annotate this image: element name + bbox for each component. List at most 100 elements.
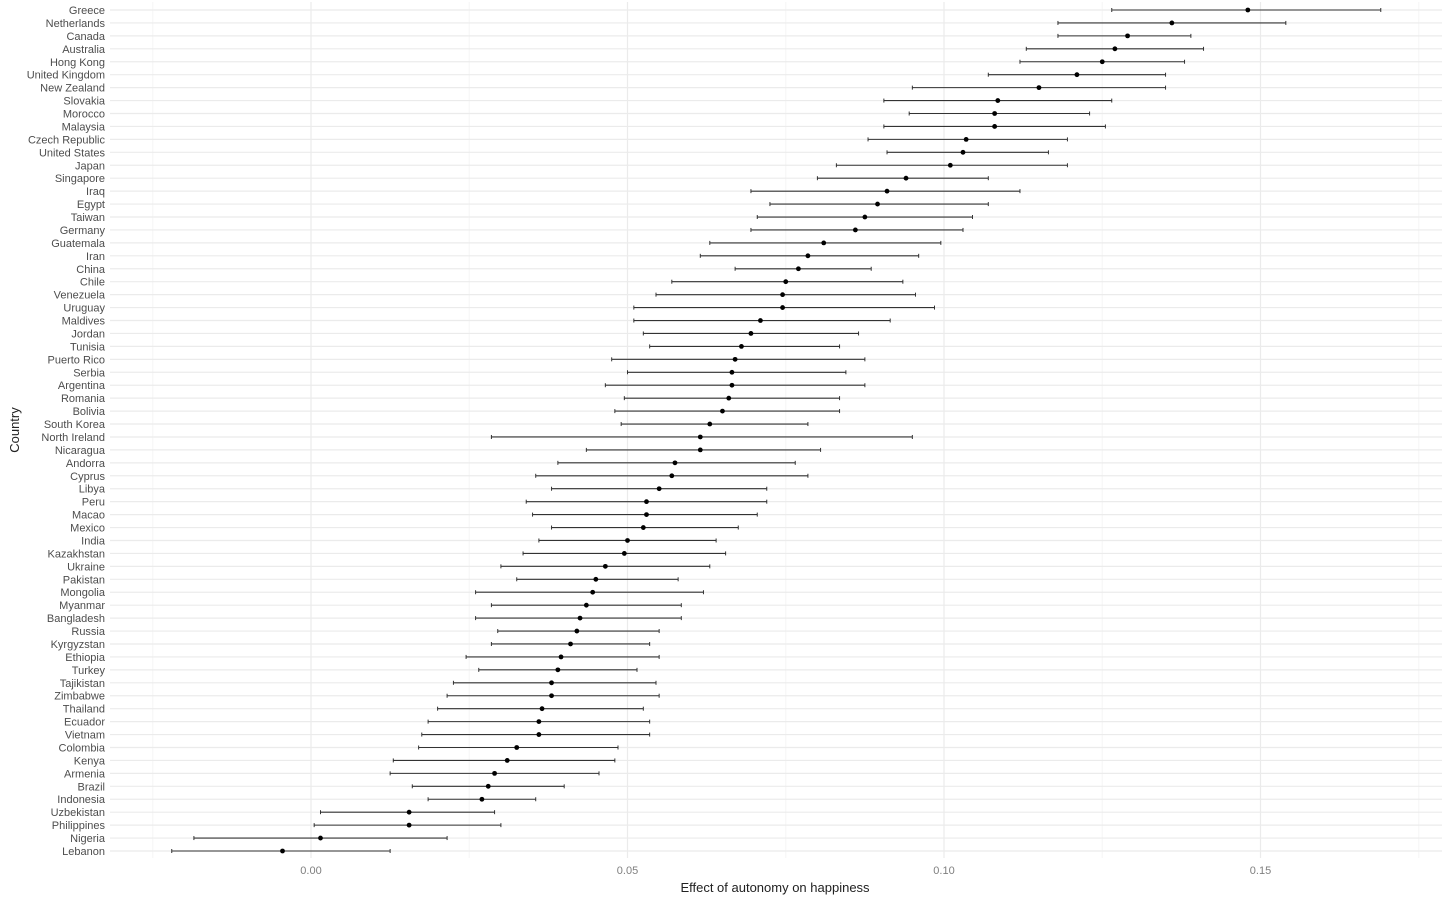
estimate-point	[720, 408, 725, 414]
estimate-point	[318, 835, 323, 841]
y-category-label: Serbia	[73, 367, 106, 379]
minor-gridlines	[152, 2, 1420, 858]
estimate-point	[593, 576, 599, 582]
y-category-label: Peru	[82, 497, 105, 509]
estimate-point	[621, 551, 627, 556]
estimate-point	[504, 758, 510, 763]
estimate-point	[862, 214, 868, 220]
estimate-point	[577, 615, 583, 621]
estimate-point	[590, 589, 596, 595]
estimate-point	[406, 822, 412, 828]
y-category-label: Argentina	[58, 380, 106, 392]
y-category-label: Libya	[79, 484, 106, 496]
y-category-label: North Ireland	[41, 432, 105, 444]
y-category-label: India	[81, 535, 106, 547]
estimate-point	[1169, 20, 1175, 26]
estimate-points	[280, 7, 1251, 854]
y-category-label: Thailand	[63, 704, 105, 716]
estimate-point	[583, 602, 589, 608]
estimate-point	[536, 719, 542, 725]
estimate-point	[884, 188, 890, 194]
y-category-label: Tunisia	[70, 341, 106, 353]
estimate-point	[669, 473, 675, 479]
y-category-label: Taiwan	[71, 212, 105, 224]
estimate-point	[1074, 72, 1080, 78]
estimate-point	[672, 460, 678, 466]
y-category-label: Colombia	[59, 742, 106, 754]
y-category-label: Nicaragua	[55, 445, 106, 457]
estimate-point	[514, 745, 520, 750]
y-category-label: Singapore	[55, 173, 105, 185]
y-category-label: Japan	[75, 160, 105, 172]
estimate-point	[558, 654, 564, 660]
x-tick-label: 0.00	[300, 865, 321, 877]
y-category-label: Czech Republic	[28, 134, 106, 146]
estimate-point	[992, 124, 998, 129]
estimate-point	[707, 421, 713, 427]
y-category-label: United States	[39, 147, 106, 159]
estimate-point	[549, 693, 554, 699]
y-category-label: Maldives	[62, 316, 106, 328]
estimate-point	[539, 706, 545, 712]
estimate-point	[758, 318, 763, 323]
y-category-label: Turkey	[72, 665, 106, 677]
y-category-label: Iraq	[86, 186, 105, 198]
y-category-label: Myanmar	[59, 600, 105, 612]
estimate-point	[903, 175, 909, 181]
estimate-point	[780, 292, 785, 298]
y-category-label: United Kingdom	[27, 70, 105, 82]
estimate-point	[805, 253, 811, 259]
y-category-label: Canada	[66, 31, 105, 43]
x-tick-label: 0.15	[1250, 865, 1271, 877]
y-category-label: Cyprus	[70, 471, 105, 483]
y-category-label: Mongolia	[60, 587, 106, 599]
error-bars	[171, 8, 1382, 853]
estimate-point	[1245, 7, 1251, 13]
estimate-point	[796, 266, 801, 272]
y-category-label: Netherlands	[46, 18, 106, 30]
estimate-point	[1036, 85, 1042, 91]
y-category-label: Russia	[71, 626, 106, 638]
y-category-label: Slovakia	[63, 96, 105, 108]
estimate-point	[479, 796, 485, 802]
estimate-point	[644, 499, 649, 505]
y-category-label: Armenia	[64, 768, 106, 780]
x-tick-label: 0.10	[933, 865, 954, 877]
y-category-label: Venezuela	[54, 290, 106, 302]
x-axis-title: Effect of autonomy on happiness	[680, 880, 870, 895]
y-category-label: Jordan	[71, 328, 105, 340]
y-category-label: Australia	[62, 44, 106, 56]
y-category-label: Hong Kong	[50, 57, 105, 69]
estimate-point	[1099, 59, 1105, 65]
estimate-point	[697, 447, 703, 453]
y-category-label: Ecuador	[64, 717, 105, 729]
y-category-label: Zimbabwe	[54, 691, 105, 703]
y-category-label: Philippines	[52, 820, 106, 832]
estimate-point	[963, 136, 969, 142]
y-category-label: Andorra	[66, 458, 106, 470]
estimate-point	[656, 486, 662, 492]
y-category-label: Guatemala	[51, 238, 106, 250]
y-category-label: Ukraine	[67, 561, 105, 573]
y-category-label: Uruguay	[63, 303, 105, 315]
y-category-label: Morocco	[63, 109, 105, 121]
estimate-point	[555, 667, 561, 673]
estimate-point	[729, 369, 735, 375]
y-category-label: Iran	[86, 251, 105, 263]
y-axis-title: Country	[7, 407, 22, 453]
estimate-point	[995, 98, 1001, 103]
y-category-label: Kyrgyzstan	[51, 639, 105, 651]
estimate-point	[780, 305, 785, 310]
y-category-label: Brazil	[77, 781, 105, 793]
estimate-point	[947, 162, 953, 168]
y-category-label: Kazakhstan	[48, 548, 105, 560]
y-category-label: New Zealand	[40, 83, 105, 95]
estimate-point	[739, 344, 744, 349]
y-category-label: Uzbekistan	[51, 807, 105, 819]
y-category-label: China	[76, 264, 106, 276]
y-category-label: Vietnam	[65, 730, 105, 742]
estimate-point	[875, 201, 880, 207]
estimate-point	[640, 525, 646, 530]
estimate-point	[485, 783, 491, 789]
